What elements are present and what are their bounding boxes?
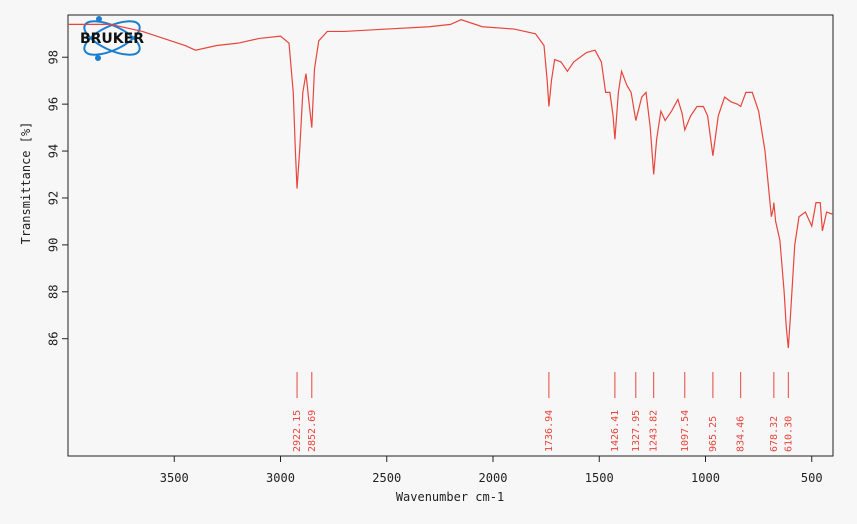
y-axis-title: Transmittance [%]: [19, 122, 33, 245]
x-tick-label: 1000: [691, 471, 720, 485]
x-tick-label: 2000: [479, 471, 508, 485]
spectrum-line: [68, 19, 833, 349]
peak-label: 834.46: [736, 416, 747, 452]
logo-dot: [96, 16, 102, 22]
peak-label: 678.32: [769, 416, 780, 452]
peak-label: 610.30: [783, 416, 794, 452]
y-tick-label: 94: [47, 144, 61, 158]
y-tick-label: 96: [47, 97, 61, 111]
peak-label: 1243.82: [649, 410, 660, 452]
peak-label: 1426.41: [610, 410, 621, 452]
y-tick-label: 98: [47, 50, 61, 64]
x-tick-label: 500: [801, 471, 823, 485]
x-tick-label: 3000: [266, 471, 295, 485]
y-tick-label: 92: [47, 191, 61, 205]
logo-text: BRUKER: [80, 31, 144, 47]
peak-label: 2852.69: [307, 410, 318, 452]
logo-orbit: [83, 20, 141, 56]
y-tick-label: 90: [47, 238, 61, 252]
x-axis-title: Wavenumber cm-1: [396, 490, 504, 504]
x-tick-label: 2500: [372, 471, 401, 485]
y-tick-label: 88: [47, 285, 61, 299]
x-tick-label: 3500: [160, 471, 189, 485]
logo-dot: [95, 55, 101, 61]
peak-label: 1736.94: [544, 410, 555, 452]
peak-label: 2922.15: [292, 410, 303, 452]
peak-label: 1097.54: [680, 410, 691, 452]
peak-label: 965.25: [708, 416, 719, 452]
x-tick-label: 1500: [585, 471, 614, 485]
logo: BRUKER: [80, 16, 144, 61]
plot-frame: [67, 14, 834, 457]
y-tick-label: 86: [47, 331, 61, 345]
peak-label: 1327.95: [631, 410, 642, 452]
logo-orbit: [83, 20, 141, 56]
